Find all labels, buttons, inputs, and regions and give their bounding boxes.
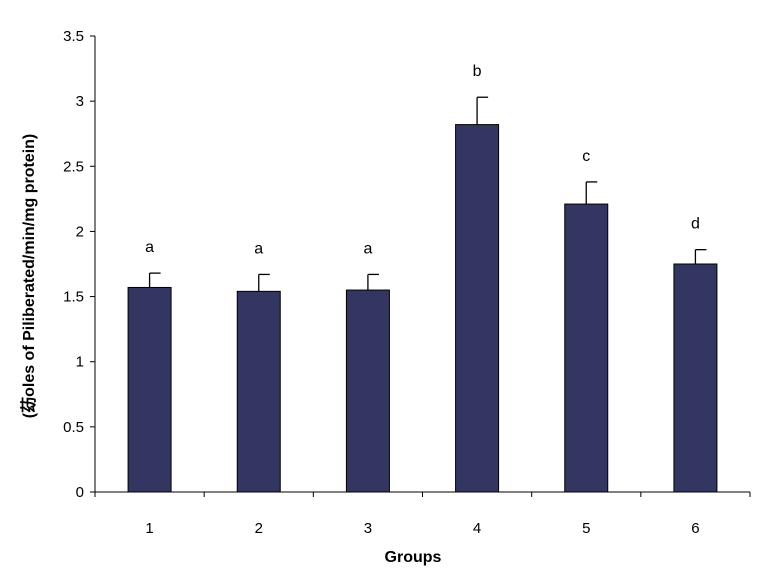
x-ticks-layer: 1 2 3 4 5 6 — [94, 492, 751, 537]
error-bars-layer — [148, 96, 707, 292]
y-tick-label: 0.5 — [63, 419, 84, 436]
y-tick-label: 1.5 — [63, 289, 84, 306]
bar-group-1 — [127, 286, 172, 493]
y-ticks-layer: 0 0.5 1 1.5 2 2.5 3 3.5 — [63, 28, 95, 501]
x-tick-label: 2 — [255, 520, 263, 537]
bar-group-6 — [673, 263, 718, 493]
y-tick-label: 2 — [76, 223, 84, 240]
y-tick-label: 0 — [76, 484, 84, 501]
significance-label: a — [254, 240, 263, 257]
y-tick-label: 3 — [76, 93, 84, 110]
significance-label: b — [473, 63, 482, 80]
significance-label: c — [582, 148, 590, 165]
x-axis-title: Groups — [385, 549, 442, 566]
bar-group-4 — [455, 124, 500, 493]
bars-layer — [127, 124, 718, 493]
x-tick-label: 1 — [145, 520, 153, 537]
x-tick-label: 6 — [691, 520, 699, 537]
x-tick-label: 4 — [473, 520, 481, 537]
significance-label: a — [363, 240, 372, 257]
x-tick-label: 5 — [582, 520, 590, 537]
significance-labels-layer: a a a b c d — [145, 63, 700, 257]
y-tick-label: 1 — [76, 354, 84, 371]
significance-label: a — [145, 239, 154, 256]
bar-group-5 — [564, 203, 609, 493]
x-tick-label: 3 — [364, 520, 372, 537]
significance-label: d — [691, 216, 700, 233]
bar-group-3 — [345, 289, 390, 493]
y-tick-label: 2.5 — [63, 158, 84, 175]
y-axis-title: (苭oles of Piliberated/min/mg protein) — [19, 134, 38, 418]
bar-group-2 — [236, 290, 281, 493]
axes-layer — [94, 36, 750, 493]
y-tick-label: 3.5 — [63, 28, 84, 45]
